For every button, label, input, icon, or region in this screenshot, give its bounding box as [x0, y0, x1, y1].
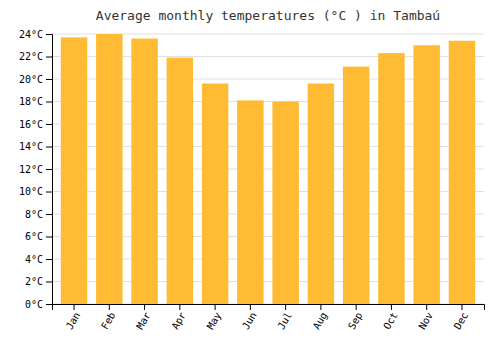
- x-tick-mark: [285, 304, 286, 310]
- y-tick: 22°C: [19, 51, 52, 62]
- x-tick-label: Mar: [134, 310, 153, 331]
- x-tick: Apr: [170, 304, 189, 331]
- y-tick-mark: [46, 79, 52, 80]
- x-tick-mark: [74, 304, 75, 310]
- x-tick: Mar: [134, 304, 153, 331]
- x-tick: Sep: [346, 304, 365, 331]
- x-tick: Oct: [381, 304, 400, 331]
- x-tick-mark: [250, 304, 251, 310]
- bar: [449, 41, 475, 304]
- y-tick: 10°C: [19, 186, 52, 197]
- y-tick: 16°C: [19, 119, 52, 130]
- y-tick-label: 12°C: [19, 164, 43, 175]
- y-tick: 20°C: [19, 74, 52, 85]
- y-tick-mark: [46, 282, 52, 283]
- y-tick-mark: [46, 304, 52, 305]
- bar: [378, 53, 404, 304]
- x-tick: Jan: [64, 304, 83, 331]
- y-tick-mark: [46, 214, 52, 215]
- y-tick-label: 22°C: [19, 51, 43, 62]
- y-tick: 8°C: [25, 209, 52, 220]
- y-tick-mark: [46, 102, 52, 103]
- x-tick: Jul: [275, 304, 294, 331]
- x-tick-label: Dec: [452, 310, 471, 331]
- bar: [343, 67, 369, 304]
- y-tick-mark: [46, 147, 52, 148]
- bar: [272, 102, 298, 305]
- x-tick-label: Jan: [64, 310, 83, 331]
- x-tick-mark: [215, 304, 216, 310]
- y-tick-label: 0°C: [25, 299, 43, 310]
- bar: [61, 37, 87, 304]
- x-tick-mark: [320, 304, 321, 310]
- y-tick-label: 16°C: [19, 119, 43, 130]
- x-tick: Feb: [99, 304, 118, 331]
- x-tick-mark: [391, 304, 392, 310]
- y-tick-label: 4°C: [25, 254, 43, 265]
- x-tick-mark: [461, 304, 462, 310]
- y-tick-label: 10°C: [19, 186, 43, 197]
- x-tick-label: Jun: [240, 310, 259, 331]
- y-tick-mark: [46, 169, 52, 170]
- x-tick-label: Jul: [275, 310, 294, 331]
- x-tick: Dec: [452, 304, 471, 331]
- bar: [413, 45, 439, 304]
- x-tick: May: [205, 304, 224, 331]
- x-tick-mark: [144, 304, 145, 310]
- y-tick: 2°C: [25, 276, 52, 287]
- y-tick-label: 14°C: [19, 141, 43, 152]
- chart: 0°C 2°C 4°C 6°C 8°C 10°C 12°C 14°C 16°C 18°C 20°C 2…: [0, 0, 500, 350]
- y-tick: 18°C: [19, 96, 52, 107]
- plot: 0°C 2°C 4°C 6°C 8°C 10°C 12°C 14°C 16°C 18°C 20°C 2…: [19, 29, 485, 332]
- bar: [308, 84, 334, 305]
- x-tick-mark: [179, 304, 180, 310]
- y-tick-mark: [46, 259, 52, 260]
- x-tick: Jun: [240, 304, 259, 331]
- bar: [237, 100, 263, 304]
- y-tick: 12°C: [19, 164, 52, 175]
- y-tick-label: 24°C: [19, 29, 43, 40]
- y-tick: 4°C: [25, 254, 52, 265]
- x-tick-mark: [109, 304, 110, 310]
- bar: [167, 58, 193, 304]
- x-tick-mark: [356, 304, 357, 310]
- y-tick-mark: [46, 192, 52, 193]
- x-axis: Jan Feb Mar Apr May Jun Jul Aug Sep Oct Nov Dec: [53, 304, 485, 331]
- y-tick-mark: [46, 34, 52, 35]
- y-tick-mark: [46, 237, 52, 238]
- y-tick-mark: [46, 124, 52, 125]
- x-tick-label: Nov: [416, 310, 435, 331]
- y-tick-label: 2°C: [25, 276, 43, 287]
- bar: [96, 34, 122, 304]
- x-tick-label: Feb: [99, 310, 118, 331]
- x-tick-label: May: [205, 310, 224, 331]
- bar: [202, 84, 228, 305]
- x-tick: Aug: [311, 304, 330, 331]
- x-axis-line: [53, 305, 485, 311]
- grid: [52, 34, 484, 304]
- x-tick-label: Sep: [346, 310, 365, 331]
- y-tick-label: 18°C: [19, 96, 43, 107]
- y-tick-label: 6°C: [25, 231, 43, 242]
- x-tick-mark: [426, 304, 427, 310]
- y-tick: 24°C: [19, 29, 52, 40]
- y-tick: 14°C: [19, 141, 52, 152]
- y-axis: 0°C 2°C 4°C 6°C 8°C 10°C 12°C 14°C 16°C 18°C 20°C 2…: [19, 29, 53, 310]
- y-tick: 0°C: [25, 299, 52, 310]
- title: Average monthly temperatures (°C ) in Ta…: [96, 8, 440, 23]
- y-tick-label: 8°C: [25, 209, 43, 220]
- y-tick-label: 20°C: [19, 74, 43, 85]
- x-tick-label: Oct: [381, 310, 400, 331]
- x-tick-label: Apr: [170, 310, 189, 331]
- bar: [131, 39, 157, 305]
- y-tick: 6°C: [25, 231, 52, 242]
- y-tick-mark: [46, 57, 52, 58]
- x-tick: Nov: [416, 304, 435, 331]
- bars: [61, 34, 475, 304]
- y-axis-line: [46, 35, 53, 305]
- x-tick-label: Aug: [311, 310, 330, 331]
